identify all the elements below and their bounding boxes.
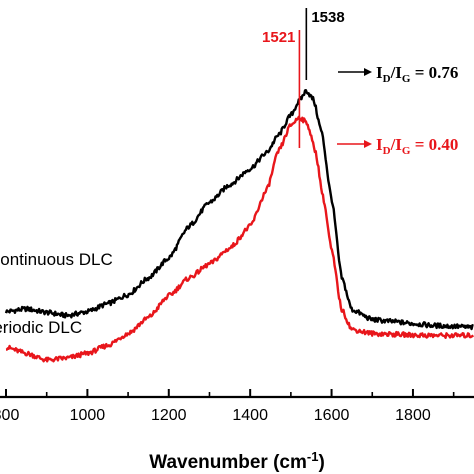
x-tick-label: 800 [0,407,19,424]
series-label-continuous: Continuous DLC [0,250,113,269]
ratio-label-periodic: ID/IG = 0.40 [376,135,458,157]
series-label-periodic: Periodic DLC [0,318,82,337]
series-line-periodic [5,115,474,363]
x-tick-label: 1400 [232,407,268,424]
x-tick-label: 1000 [70,407,106,424]
annotations: Continuous DLC Periodic DLC 1538 1521 ID/I… [0,8,458,337]
series-line-continuous [4,89,474,331]
peak-label-periodic: 1521 [262,29,295,46]
x-ticks: 800 1000 1200 1400 1600 1800 [0,389,455,424]
peak-label-continuous: 1538 [311,9,344,26]
series-layer [4,89,474,363]
x-tick-label: 1800 [395,407,431,424]
x-tick-label: 1200 [151,407,187,424]
ratio-label-continuous: ID/IG = 0.76 [376,63,458,85]
x-axis-title: Wavenumber (cm-1) [149,449,325,473]
x-tick-label: 1600 [314,407,350,424]
